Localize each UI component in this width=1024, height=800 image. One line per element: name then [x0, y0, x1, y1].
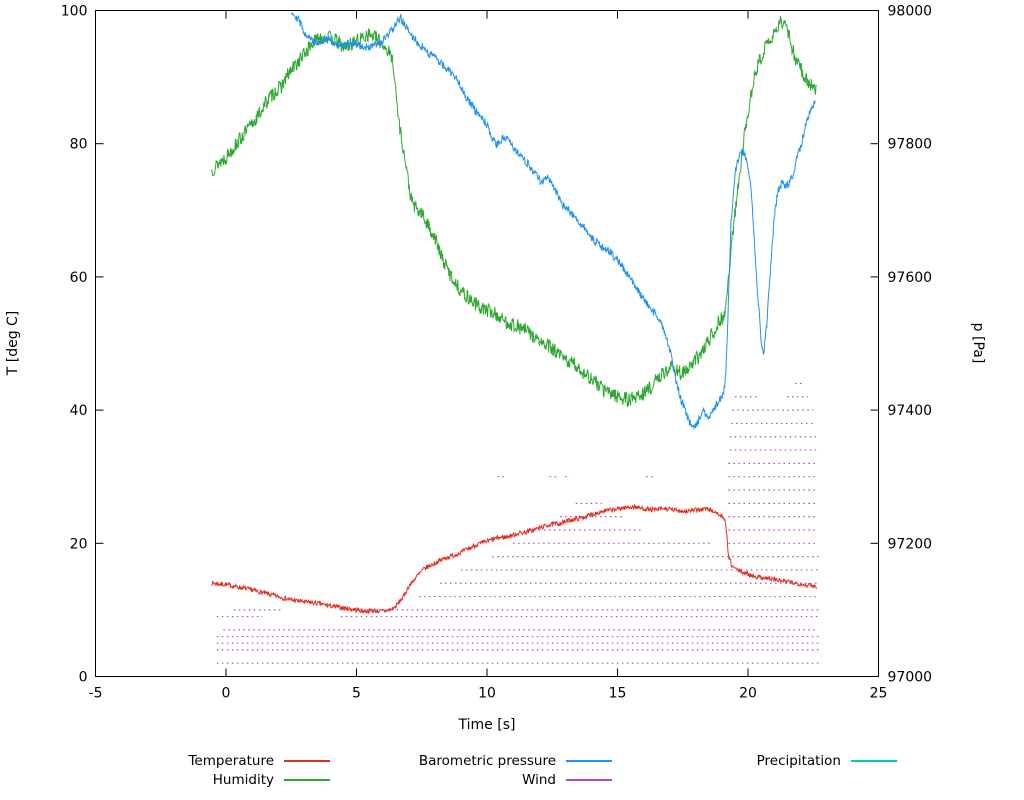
x-tick-label: -5 [89, 686, 103, 702]
legend-label: Humidity [212, 772, 274, 788]
legend-line-sample [851, 760, 897, 762]
series-humidity [211, 15, 817, 407]
x-tick-label: 5 [352, 686, 361, 702]
legend-entry-barometric-pressure: Barometric pressure [332, 752, 612, 770]
series-temperature [211, 503, 818, 614]
y-tick-label: 80 [70, 137, 88, 153]
legend-label: Barometric pressure [418, 753, 556, 769]
x-tick-label: 25 [870, 686, 888, 702]
legend-line-sample [284, 760, 330, 762]
y2-tick-label: 97000 [888, 670, 933, 686]
y2-tick-label: 97400 [888, 403, 933, 419]
legend: Temperature Humidity Barometric pressure Wi… [0, 740, 1024, 800]
legend-entry-wind: Wind [332, 771, 612, 789]
plot-area: T [deg C] p [Pa] Time [s] -5 0 5 10 15 20 2502… [5, 4, 986, 734]
legend-entry-precipitation: Precipitation [617, 752, 897, 770]
legend-label: Precipitation [756, 753, 841, 769]
y-tick-label: 20 [70, 536, 88, 552]
y2-tick-label: 97200 [888, 536, 933, 552]
x-tick-label: 15 [609, 686, 627, 702]
x-tick-label: 0 [222, 686, 231, 702]
y2-tick-label: 97600 [888, 270, 933, 286]
x-tick-label: 20 [739, 686, 757, 702]
y-axis-label: T [deg C] [5, 311, 21, 377]
legend-label: Temperature [188, 753, 274, 769]
x-axis-label: Time [s] [458, 717, 516, 733]
series-barometric-pressure [290, 12, 816, 430]
y-tick-label: 40 [70, 403, 88, 419]
y2-tick-label: 97800 [888, 137, 933, 153]
legend-entry-humidity: Humidity [50, 771, 330, 789]
legend-line-sample [566, 779, 612, 781]
legend-label: Wind [522, 772, 556, 788]
y-tick-label: 60 [70, 270, 88, 286]
y-tick-label: 100 [61, 4, 88, 20]
y-tick-label: 0 [79, 670, 88, 686]
y2-axis-label: p [Pa] [970, 323, 986, 364]
x-tick-label: 10 [478, 686, 496, 702]
y2-tick-label: 98000 [888, 4, 933, 20]
legend-entry-temperature: Temperature [50, 752, 330, 770]
legend-line-sample [566, 760, 612, 762]
legend-line-sample [284, 779, 330, 781]
